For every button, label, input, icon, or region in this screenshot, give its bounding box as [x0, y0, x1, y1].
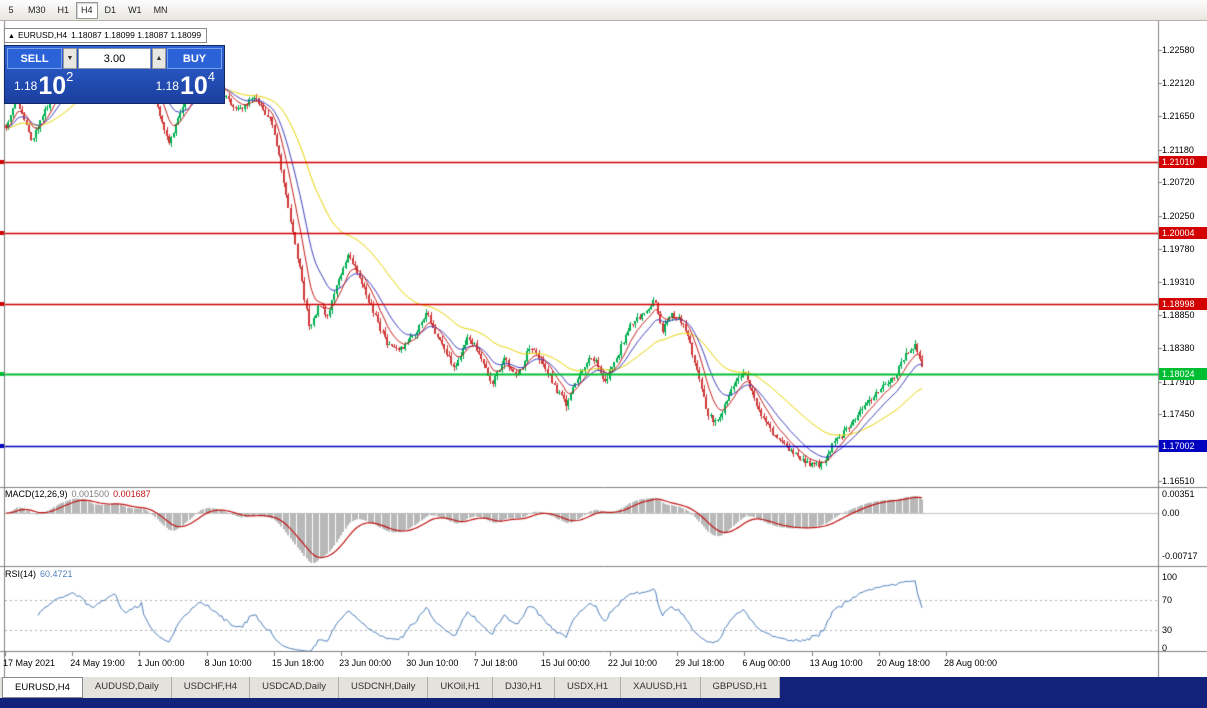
time-axis-label: 29 Jul 18:00	[675, 658, 725, 668]
volume-input[interactable]	[78, 48, 151, 69]
time-axis-label: 15 Jul 00:00	[540, 658, 590, 668]
volume-decrease-button[interactable]: ▼	[63, 48, 77, 69]
tab-usdcnh-daily[interactable]: USDCNH,Daily	[338, 677, 429, 698]
macd-axis-label: 0.00	[1162, 508, 1180, 518]
chart-tabs: EURUSD,H4 AUDUSD,Daily USDCHF,H4 USDCAD,Dai…	[0, 677, 781, 698]
time-axis-label: 17 May 2021	[3, 658, 56, 668]
price-axis-label: 1.17910	[1162, 376, 1195, 387]
price-line-label: 1.21010	[1159, 156, 1207, 168]
chart-window: ▲ EURUSD,H4 1.18087 1.18099 1.18087 1.1809…	[0, 21, 1207, 677]
timeframe-button-d1[interactable]: D1	[100, 2, 122, 19]
time-axis-label: 22 Jul 10:00	[607, 658, 657, 668]
price-axis-label: 1.21650	[1162, 111, 1195, 122]
time-axis-label: 1 Jun 00:00	[137, 658, 185, 668]
timeframe-button-w1[interactable]: W1	[123, 2, 147, 19]
rsi-indicator-label: RSI(14) 60.4721	[5, 569, 73, 579]
chart-ohlc-header: ▲ EURUSD,H4 1.18087 1.18099 1.18087 1.1809…	[4, 28, 208, 43]
price-axis-label: 1.19780	[1162, 243, 1195, 254]
price-line-label: 1.17002	[1159, 440, 1207, 452]
time-axis-label: 13 Aug 10:00	[809, 658, 863, 668]
macd-axis-label: 0.00351	[1162, 489, 1195, 499]
tab-audusd-daily[interactable]: AUDUSD,Daily	[82, 677, 172, 698]
time-axis-label: 20 Aug 18:00	[876, 658, 930, 668]
collapse-panel-icon[interactable]: ▲	[8, 33, 15, 40]
bid-big-digits: 10	[38, 71, 67, 100]
price-axis-label: 1.17450	[1162, 409, 1195, 420]
price-axis-label: 1.20250	[1162, 210, 1195, 221]
price-line-label: 1.18024	[1159, 368, 1207, 380]
time-axis-label: 15 Jun 18:00	[271, 658, 324, 668]
buy-button[interactable]: BUY	[167, 48, 222, 69]
price-axis-label: 1.22580	[1162, 45, 1195, 56]
price-line-label: 1.20004	[1159, 227, 1207, 239]
macd-signal-value: 0.001687	[113, 489, 151, 499]
price-axis-label: 1.22120	[1162, 77, 1195, 88]
tab-usdchf-h4[interactable]: USDCHF,H4	[171, 677, 251, 698]
bid-prefix: 1.18	[14, 78, 38, 93]
price-axis-label: 1.21180	[1162, 144, 1194, 155]
ask-big-digits: 10	[179, 71, 208, 100]
bid-pipette: 2	[66, 69, 74, 84]
time-axis-label: 24 May 19:00	[70, 658, 125, 668]
time-axis-label: 8 Jun 10:00	[204, 658, 252, 668]
time-axis-label: 30 Jun 10:00	[406, 658, 459, 668]
volume-increase-button[interactable]: ▲	[152, 48, 166, 69]
timeframe-button-5[interactable]: 5	[1, 2, 21, 19]
timeframe-button-mn[interactable]: MN	[149, 2, 173, 19]
ask-prefix: 1.18	[155, 78, 179, 93]
price-axis-label: 1.18380	[1162, 343, 1195, 354]
price-line-label: 1.18998	[1159, 298, 1207, 310]
rsi-name: RSI(14)	[5, 569, 37, 579]
macd-main-value: 0.001500	[71, 489, 110, 499]
tab-ukoil-h1[interactable]: UKOil,H1	[428, 677, 493, 698]
tab-dj30-h1[interactable]: DJ30,H1	[492, 677, 555, 698]
timeframe-button-m30[interactable]: M30	[23, 2, 51, 19]
time-axis-label: 7 Jul 18:00	[473, 658, 518, 668]
rsi-axis-label: 0	[1162, 643, 1168, 653]
macd-indicator-label: MACD(12,26,9) 0.001500 0.001687	[5, 489, 151, 499]
rsi-value: 60.4721	[40, 569, 73, 579]
price-axis-label: 1.19310	[1162, 277, 1195, 288]
price-axis-label: 1.20720	[1162, 177, 1195, 188]
price-axis-label: 1.16510	[1162, 476, 1195, 487]
tab-xauusd-h1[interactable]: XAUUSD,H1	[621, 677, 701, 698]
timeframe-button-h1[interactable]: H1	[53, 2, 75, 19]
time-axis-label: 28 Aug 00:00	[944, 658, 998, 668]
tab-usdcad-daily[interactable]: USDCAD,Daily	[250, 677, 339, 698]
rsi-axis-label: 30	[1162, 625, 1173, 635]
macd-name: MACD(12,26,9)	[5, 489, 68, 499]
chart-tab-strip: EURUSD,H4 AUDUSD,Daily USDCHF,H4 USDCAD,Dai…	[0, 677, 1207, 708]
tab-gbpusd-h1[interactable]: GBPUSD,H1	[700, 677, 781, 698]
bid-price: 1.18 10 2	[14, 70, 73, 101]
ask-price: 1.18 10 4	[156, 70, 215, 101]
rsi-axis-label: 70	[1162, 595, 1173, 605]
price-axis-label: 1.18850	[1162, 309, 1195, 320]
rsi-axis-label: 100	[1162, 572, 1178, 582]
time-axis-label: 6 Aug 00:00	[742, 658, 791, 668]
chart-symbol-period: EURUSD,H4	[17, 30, 68, 40]
tab-usdx-h1[interactable]: USDX,H1	[554, 677, 622, 698]
sell-button[interactable]: SELL	[7, 48, 62, 69]
chart-ohlc-values: 1.18087 1.18099 1.18087 1.18099	[71, 30, 202, 40]
ask-pipette: 4	[207, 69, 215, 84]
time-axis-label: 23 Jun 00:00	[339, 658, 392, 668]
macd-axis-label: -0.00717	[1162, 551, 1198, 561]
chart-canvas[interactable]	[0, 21, 1207, 677]
timeframe-button-h4[interactable]: H4	[76, 1, 98, 19]
tab-eurusd-h4[interactable]: EURUSD,H4	[2, 677, 83, 698]
timeframe-toolbar: 5 M30 H1 H4 D1 W1 MN	[0, 0, 1207, 21]
